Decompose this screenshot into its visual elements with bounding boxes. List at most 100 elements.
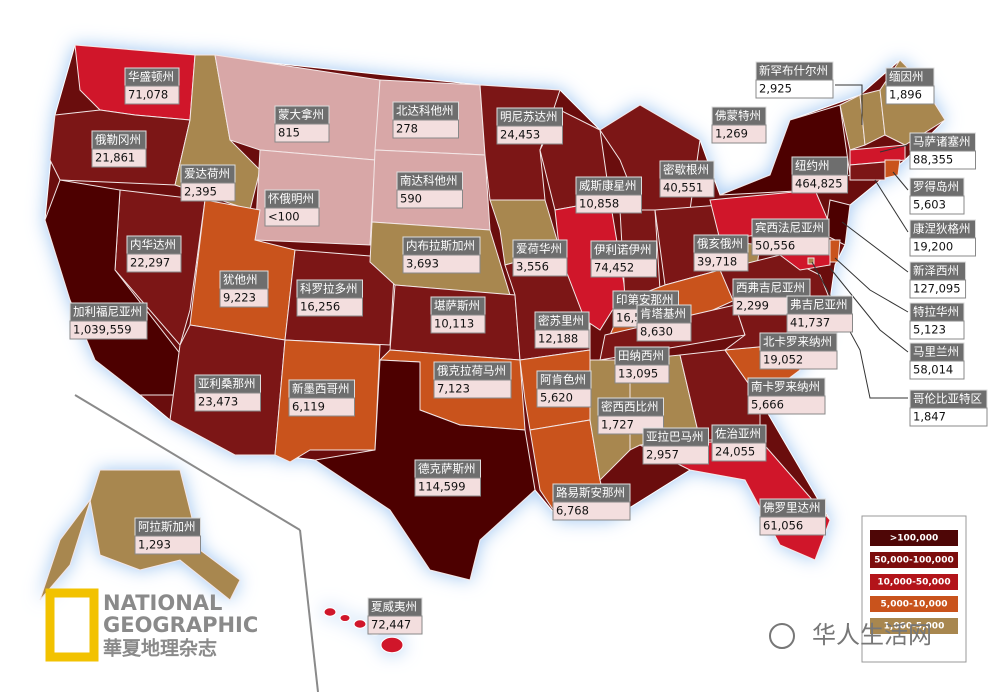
state-name: 明尼苏达州: [500, 110, 558, 124]
state-value: 24,055: [715, 445, 755, 459]
state-name: 北达科他州: [396, 104, 454, 118]
island-shape: [339, 614, 351, 622]
state-label: 北卡罗来纳州 19,052: [759, 332, 838, 370]
inset-divider: [74, 394, 301, 531]
state-label: 密歇根州 40,551: [659, 160, 715, 198]
state-name: 内布拉斯加州: [406, 239, 475, 253]
state-value: <100: [268, 210, 300, 224]
state-label: 罗得岛州 5,603: [909, 177, 965, 215]
state-value: 464,825: [795, 177, 843, 191]
value-box: [296, 297, 363, 317]
state-value: 5,666: [751, 398, 784, 412]
value-box: [512, 257, 568, 277]
value-box: [219, 288, 269, 308]
state-name: 蒙大拿州: [278, 108, 324, 122]
state-label: 特拉华州 5,123: [909, 302, 965, 340]
value-box: [909, 195, 965, 215]
state-value: 5,123: [913, 323, 946, 337]
state-name: 南达科他州: [400, 174, 458, 188]
legend-swatch: [870, 574, 958, 590]
state-name: 新罕布什尔州: [759, 64, 828, 78]
state-value: 1,896: [889, 88, 922, 102]
state-name: 亚利桑那州: [198, 377, 256, 391]
island-shape: [353, 619, 367, 629]
state-value: 9,223: [223, 291, 256, 305]
value-box: [430, 314, 486, 334]
state-value: 5,620: [540, 391, 573, 405]
watermark: 华人生活网: [769, 621, 932, 649]
state-label: 佐治亚州 24,055: [711, 424, 767, 462]
state-value: 19,052: [763, 353, 803, 367]
state-name: 犹他州: [223, 273, 258, 287]
value-box: [496, 125, 563, 145]
value-box: [909, 360, 965, 380]
state-label: 亚拉巴马州 2,957: [642, 427, 709, 465]
state-label: 新罕布什尔州 2,925: [755, 61, 834, 99]
state-name: 堪萨斯州: [434, 299, 480, 313]
state-label: 佛罗里达州 61,056: [759, 498, 826, 536]
value-box: [180, 182, 236, 202]
state-value: 5,603: [913, 198, 946, 212]
state-value: 13,095: [618, 367, 658, 381]
state-label: 宾西法尼亚州 50,556: [751, 218, 830, 256]
state-label: 纽约州 464,825: [791, 156, 849, 194]
value-box: [791, 174, 849, 194]
state-value: 1,039,559: [73, 323, 132, 337]
value-box: [909, 320, 965, 340]
state-value: 1,727: [601, 418, 634, 432]
state-name: 康涅狄格州: [913, 222, 971, 236]
state-name: 哥伦比亚特区: [913, 392, 982, 406]
value-box: [134, 535, 201, 555]
value-box: [909, 237, 976, 257]
logo-line: NATIONAL: [103, 591, 222, 615]
state-value: 2,925: [759, 82, 792, 96]
state-label: 明尼苏达州 24,453: [496, 107, 563, 145]
state-name: 佛蒙特州: [715, 109, 761, 123]
value-box: [659, 178, 715, 198]
value-box: [396, 189, 463, 209]
state-value: 40,551: [663, 181, 703, 195]
state-name: 俄克拉荷马州: [437, 364, 506, 378]
state-label: 阿肯色州 5,620: [536, 370, 592, 408]
value-box: [534, 329, 590, 349]
state-shape: [849, 161, 886, 181]
value-box: [711, 124, 767, 144]
value-box: [367, 615, 423, 635]
logo-frame: [45, 588, 99, 662]
legend-swatch: [870, 552, 958, 568]
state-label: 新墨西哥州 6,119: [288, 379, 355, 417]
value-box: [126, 253, 182, 273]
state-name: 怀俄明州: [268, 192, 314, 206]
state-value: 71,078: [128, 88, 168, 102]
state-name: 加利福尼亚州: [73, 305, 142, 319]
state-name: 马萨诸塞州: [913, 135, 971, 149]
state-name: 南卡罗来纳州: [751, 380, 820, 394]
state-name: 内华达州: [130, 238, 176, 252]
state-label: 田纳西州 13,095: [614, 346, 670, 384]
state-name: 北卡罗来纳州: [763, 335, 832, 349]
value-box: [614, 364, 670, 384]
state-name: 亚拉巴马州: [646, 430, 704, 444]
state-name: 纽约州: [795, 159, 830, 173]
state-value: 7,123: [437, 382, 470, 396]
legend-label: 10,000-50,000: [877, 578, 950, 588]
state-value: 1,269: [715, 127, 748, 141]
state-value: 815: [278, 126, 300, 140]
watermark-icon: [769, 623, 795, 649]
state-label: 伊利诺伊州 74,452: [590, 240, 657, 278]
state-name: 密西西比州: [601, 400, 659, 414]
island-shape: [323, 607, 337, 617]
state-shape: [44, 179, 186, 396]
state-name: 罗得岛州: [913, 180, 959, 194]
state-value: 10,113: [434, 317, 474, 331]
state-name: 威斯康星州: [579, 179, 637, 193]
state-label: 南卡罗来纳州 5,666: [747, 377, 826, 415]
state-label: 俄克拉荷马州 7,123: [433, 361, 512, 399]
inset-divider: [299, 529, 319, 692]
value-box: [402, 254, 481, 274]
state-label: 南达科他州 590: [396, 171, 463, 209]
state-name: 宾西法尼亚州: [755, 221, 824, 235]
state-label: 怀俄明州 <100: [264, 189, 320, 227]
state-name: 特拉华州: [913, 305, 959, 319]
state-name: 西弗吉尼亚州: [736, 281, 805, 295]
